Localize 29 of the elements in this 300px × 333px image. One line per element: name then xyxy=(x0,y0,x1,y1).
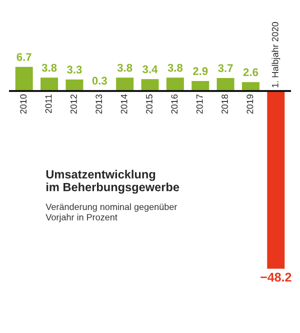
x-tick-label: 2018 xyxy=(222,94,228,114)
bar xyxy=(39,76,60,92)
data-label: −48.2 xyxy=(260,272,292,282)
x-tick-label: 2019 xyxy=(246,94,254,114)
data-label: 3.3 xyxy=(66,66,82,74)
data-label: 3.8 xyxy=(168,64,183,72)
x-tick-label: 2010 xyxy=(20,94,27,114)
data-label: 2.9 xyxy=(193,67,208,76)
x-tick-label: 2011 xyxy=(45,94,52,114)
bar xyxy=(165,76,186,92)
text: Veränderung nominal gegenüber Vorjahr in Prozent xyxy=(46,203,178,222)
x-tick-label: 2016 xyxy=(171,94,178,114)
data-label: 3.4 xyxy=(142,65,158,74)
x-tick-label: 2014 xyxy=(120,94,128,114)
bar xyxy=(14,66,34,92)
data-label: 3.8 xyxy=(42,64,57,72)
x-tick-label: 2012 xyxy=(70,94,77,114)
text: Umsatzentwicklung im Beherbungsgewerbe xyxy=(46,170,180,194)
data-label: 2.6 xyxy=(243,68,258,76)
bar xyxy=(114,76,135,92)
data-label: 3.7 xyxy=(218,64,233,72)
x-tick-label: 2017 xyxy=(196,94,203,114)
data-label: 6.7 xyxy=(16,53,32,61)
x-tick-label: 1. Halbjahr 2020 xyxy=(272,22,280,88)
data-label: 3.8 xyxy=(117,64,132,72)
bar xyxy=(266,90,286,270)
data-label: 0.3 xyxy=(92,76,107,85)
x-tick-label: 2015 xyxy=(146,94,152,114)
x-tick-label: 2013 xyxy=(96,94,102,114)
